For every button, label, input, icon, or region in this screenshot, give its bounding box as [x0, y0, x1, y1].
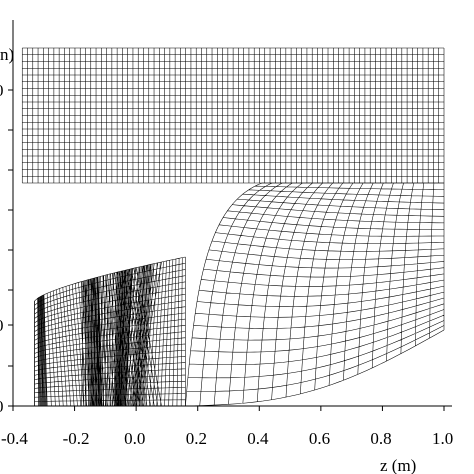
x-tick-label: 0.6 — [309, 429, 330, 448]
y-axis-label-fragment: n) — [0, 45, 14, 64]
x-axis-label: z (m) — [380, 456, 416, 474]
y-tick-label: 0 — [0, 397, 4, 416]
x-tick-label: 0.0 — [124, 429, 145, 448]
upper-block-grid — [21, 47, 445, 184]
x-tick-label: 0.8 — [370, 429, 391, 448]
x-tick-label: -0.2 — [63, 429, 90, 448]
computational-mesh — [21, 47, 445, 407]
axis-labels: z (m) n) -0.4 -0.2 0.0 0.2 0.4 0.6 0.8 1.0 0 0 0 — [0, 45, 453, 474]
elbow-grid — [185, 182, 445, 407]
fan-region-grid — [34, 256, 186, 407]
y-tick-label: 0 — [0, 81, 4, 100]
x-tick-label: 0.4 — [247, 429, 269, 448]
y-tick-label: 0 — [0, 316, 4, 335]
x-tick-label: 1.0 — [432, 429, 453, 448]
x-tick-label: -0.4 — [1, 429, 28, 448]
x-tick-label: 0.2 — [186, 429, 207, 448]
axes — [8, 20, 452, 411]
